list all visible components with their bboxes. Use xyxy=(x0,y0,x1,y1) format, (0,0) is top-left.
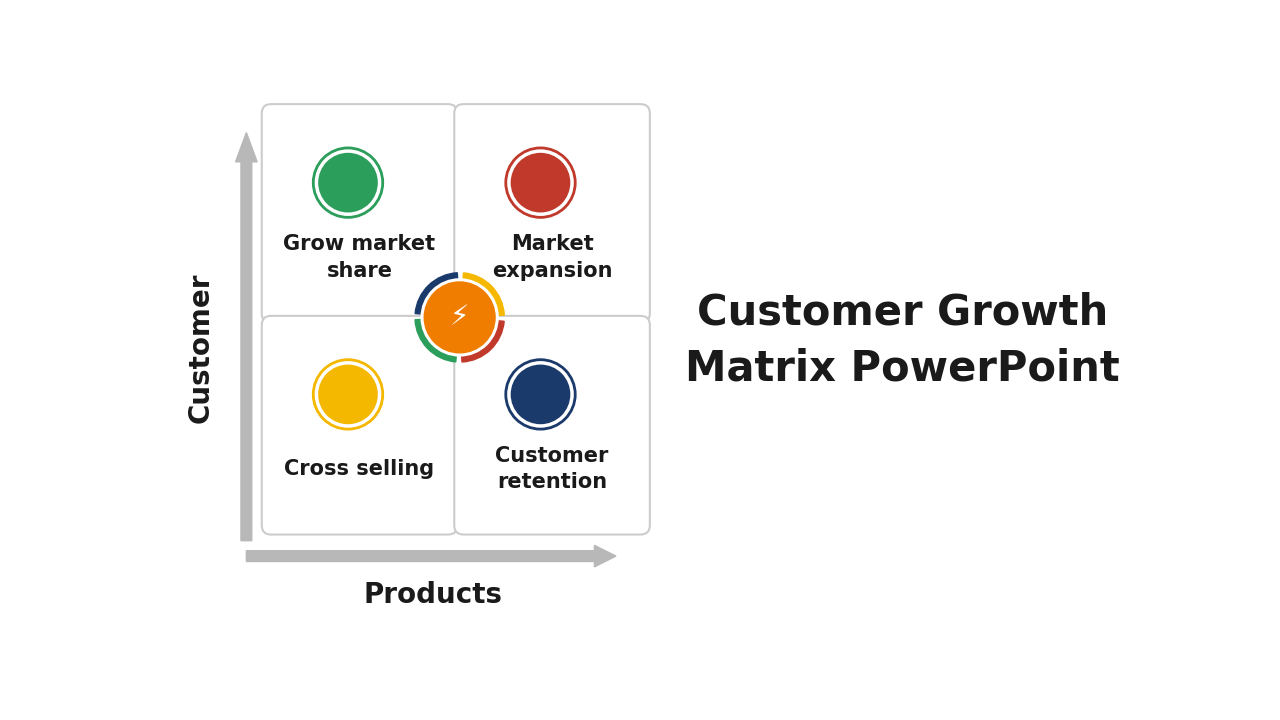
FancyBboxPatch shape xyxy=(262,104,457,323)
Text: Products: Products xyxy=(364,580,502,608)
Circle shape xyxy=(421,279,498,356)
Wedge shape xyxy=(415,273,460,318)
Circle shape xyxy=(506,359,576,430)
Circle shape xyxy=(506,147,576,218)
FancyBboxPatch shape xyxy=(262,316,457,534)
Wedge shape xyxy=(415,318,460,362)
FancyBboxPatch shape xyxy=(454,316,650,534)
Text: Customer Growth
Matrix PowerPoint: Customer Growth Matrix PowerPoint xyxy=(685,292,1120,389)
Circle shape xyxy=(312,359,384,430)
Text: Customer
retention: Customer retention xyxy=(495,446,609,492)
Text: Grow market
share: Grow market share xyxy=(283,234,435,281)
FancyArrow shape xyxy=(246,545,616,567)
FancyArrow shape xyxy=(236,132,257,541)
Text: Cross selling: Cross selling xyxy=(284,459,435,480)
FancyBboxPatch shape xyxy=(454,104,650,323)
Circle shape xyxy=(312,147,384,218)
Text: ⚡: ⚡ xyxy=(449,303,470,331)
Text: Customer: Customer xyxy=(186,273,214,423)
Text: Market
expansion: Market expansion xyxy=(492,234,612,281)
Circle shape xyxy=(424,282,495,353)
Wedge shape xyxy=(460,318,504,362)
Wedge shape xyxy=(460,273,504,318)
